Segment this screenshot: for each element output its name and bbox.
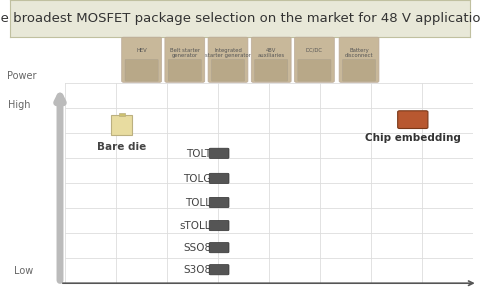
Text: SSO8: SSO8 [183,243,211,253]
Text: Power: Power [7,71,36,81]
Text: High: High [8,100,30,110]
Text: Battery
disconnect: Battery disconnect [345,47,373,58]
Text: Chip embedding: Chip embedding [365,133,461,142]
Text: TOLG: TOLG [183,174,211,184]
Text: Belt starter
generator: Belt starter generator [170,47,200,58]
Text: Ease of
use: Ease of use [479,286,480,295]
Text: TOLL: TOLL [185,198,211,208]
Text: The broadest MOSFET package selection on the market for 48 V applications: The broadest MOSFET package selection on… [0,12,480,25]
Text: Integrated
starter generator: Integrated starter generator [205,47,251,58]
Text: TOLT: TOLT [186,149,211,159]
Text: DC/DC: DC/DC [306,47,323,53]
Text: sTOLL: sTOLL [180,221,211,231]
Text: 48V
auxiliaries: 48V auxiliaries [258,47,285,58]
Text: HEV: HEV [136,47,147,53]
Text: Bare die: Bare die [97,142,146,152]
Text: S3O8: S3O8 [183,265,211,275]
Text: Low: Low [14,266,34,276]
